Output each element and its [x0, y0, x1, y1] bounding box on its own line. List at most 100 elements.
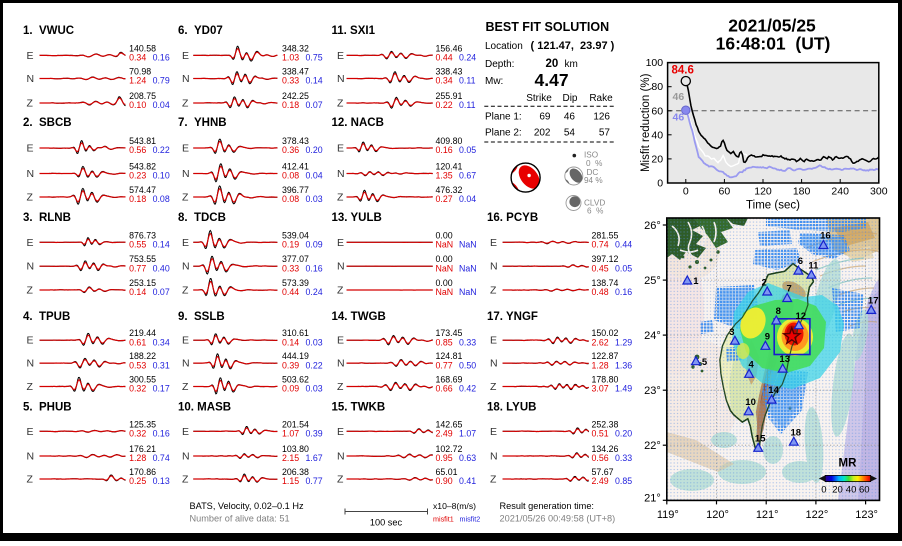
svg-text:0.05: 0.05	[459, 145, 476, 155]
svg-text:0.33: 0.33	[282, 263, 299, 273]
svg-text:134.26: 134.26	[592, 444, 619, 454]
svg-text:E: E	[490, 335, 497, 347]
svg-text:0.00: 0.00	[436, 254, 453, 264]
svg-text:0.67: 0.67	[459, 171, 476, 181]
svg-text:125.35: 125.35	[129, 419, 156, 429]
svg-text:0.33: 0.33	[459, 337, 476, 347]
svg-text:13: 13	[779, 354, 790, 365]
svg-text:0.42: 0.42	[459, 384, 476, 394]
svg-text:255.91: 255.91	[436, 91, 463, 101]
svg-text:0 %: 0 %	[586, 159, 602, 168]
svg-text:E: E	[490, 426, 497, 438]
svg-text:300: 300	[870, 186, 888, 198]
svg-text:119°: 119°	[657, 509, 679, 521]
svg-text:240: 240	[831, 186, 849, 198]
svg-text:Strike: Strike	[526, 93, 552, 104]
svg-text:0.08: 0.08	[282, 194, 299, 204]
svg-text:N: N	[27, 451, 35, 463]
svg-text:120.41: 120.41	[436, 162, 463, 172]
svg-text:54: 54	[564, 128, 576, 139]
svg-text:0.56: 0.56	[129, 145, 146, 155]
svg-text:8. TDCB: 8. TDCB	[178, 212, 226, 224]
svg-text:16:48:01 (UT): 16:48:01 (UT)	[716, 34, 831, 54]
svg-text:0.85: 0.85	[615, 476, 632, 486]
svg-text:1. VWUC: 1. VWUC	[23, 25, 74, 37]
svg-text:misfit1: misfit1	[433, 515, 454, 524]
svg-text:40: 40	[651, 129, 663, 141]
svg-text:138.74: 138.74	[592, 278, 619, 288]
svg-text:6. YD07: 6. YD07	[178, 25, 223, 37]
svg-text:1: 1	[693, 276, 699, 287]
svg-text:206.38: 206.38	[282, 467, 309, 477]
svg-text:0.48: 0.48	[592, 287, 609, 297]
svg-text:0.16: 0.16	[306, 263, 323, 273]
svg-text:E: E	[182, 335, 189, 347]
svg-text:46: 46	[564, 112, 576, 123]
svg-text:6 %: 6 %	[587, 207, 603, 216]
svg-text:16. PCYB: 16. PCYB	[487, 212, 538, 224]
svg-text:753.55: 753.55	[129, 254, 156, 264]
svg-text:1.29: 1.29	[615, 337, 632, 347]
svg-text:0: 0	[683, 186, 689, 198]
svg-text:Location: Location	[485, 41, 523, 52]
svg-text:N: N	[27, 73, 35, 85]
svg-text:70.98: 70.98	[129, 67, 151, 77]
svg-text:( 121.47, 23.97 ): ( 121.47, 23.97 )	[531, 40, 615, 52]
svg-text:N: N	[337, 168, 345, 180]
svg-text:0.77: 0.77	[436, 360, 453, 370]
svg-text:100 sec: 100 sec	[370, 518, 403, 528]
svg-text:0.09: 0.09	[282, 384, 299, 394]
svg-text:573.39: 573.39	[282, 278, 309, 288]
svg-text:60: 60	[859, 485, 870, 496]
svg-text:km: km	[565, 59, 578, 70]
svg-text:N: N	[27, 261, 35, 273]
svg-text:377.07: 377.07	[282, 254, 309, 264]
svg-text:E: E	[27, 426, 34, 438]
svg-text:0.50: 0.50	[459, 360, 476, 370]
svg-text:8: 8	[776, 306, 781, 317]
svg-text:0.08: 0.08	[282, 171, 299, 181]
svg-text:E: E	[182, 143, 189, 155]
svg-text:16: 16	[820, 231, 831, 242]
svg-text:N: N	[182, 261, 190, 273]
svg-text:0.03: 0.03	[306, 337, 323, 347]
svg-text:539.04: 539.04	[282, 230, 309, 240]
svg-text:Z: Z	[490, 285, 497, 297]
svg-text:Z: Z	[182, 98, 189, 110]
svg-text:0.07: 0.07	[153, 287, 170, 297]
svg-text:338.43: 338.43	[436, 67, 463, 77]
svg-text:0.40: 0.40	[153, 263, 170, 273]
svg-text:208.75: 208.75	[129, 91, 156, 101]
svg-text:0.74: 0.74	[153, 453, 170, 463]
svg-text:2.49: 2.49	[592, 476, 609, 486]
svg-text:2.49: 2.49	[436, 429, 453, 439]
svg-text:BEST FIT SOLUTION: BEST FIT SOLUTION	[486, 20, 610, 34]
svg-text:Z: Z	[27, 192, 34, 204]
svg-text:3.07: 3.07	[592, 384, 609, 394]
svg-text:202: 202	[534, 128, 551, 139]
svg-text:Plane 1:: Plane 1:	[485, 112, 522, 123]
svg-text:0.75: 0.75	[306, 53, 323, 63]
svg-text:Number of alive data: 51: Number of alive data: 51	[190, 514, 290, 524]
svg-text:CLVD: CLVD	[584, 199, 605, 208]
svg-text:NaN: NaN	[459, 263, 477, 273]
svg-text:0.56: 0.56	[592, 453, 609, 463]
svg-text:397.12: 397.12	[592, 254, 619, 264]
svg-text:170.86: 170.86	[129, 467, 156, 477]
svg-text:242.25: 242.25	[282, 91, 309, 101]
svg-text:1.28: 1.28	[129, 453, 146, 463]
svg-text:E: E	[337, 335, 344, 347]
svg-text:Z: Z	[182, 192, 189, 204]
svg-text:2: 2	[762, 278, 767, 289]
svg-text:0.16: 0.16	[153, 53, 170, 63]
svg-text:0.20: 0.20	[615, 429, 632, 439]
svg-text:E: E	[182, 426, 189, 438]
svg-text:0.66: 0.66	[436, 384, 453, 394]
svg-text:0.16: 0.16	[436, 145, 453, 155]
svg-text:0.24: 0.24	[306, 287, 323, 297]
svg-text:396.77: 396.77	[282, 185, 309, 195]
svg-text:Z: Z	[27, 474, 34, 486]
svg-text:Result generation time:: Result generation time:	[500, 501, 594, 511]
svg-text:NaN: NaN	[436, 263, 454, 273]
svg-text:4. TPUB: 4. TPUB	[23, 311, 70, 323]
